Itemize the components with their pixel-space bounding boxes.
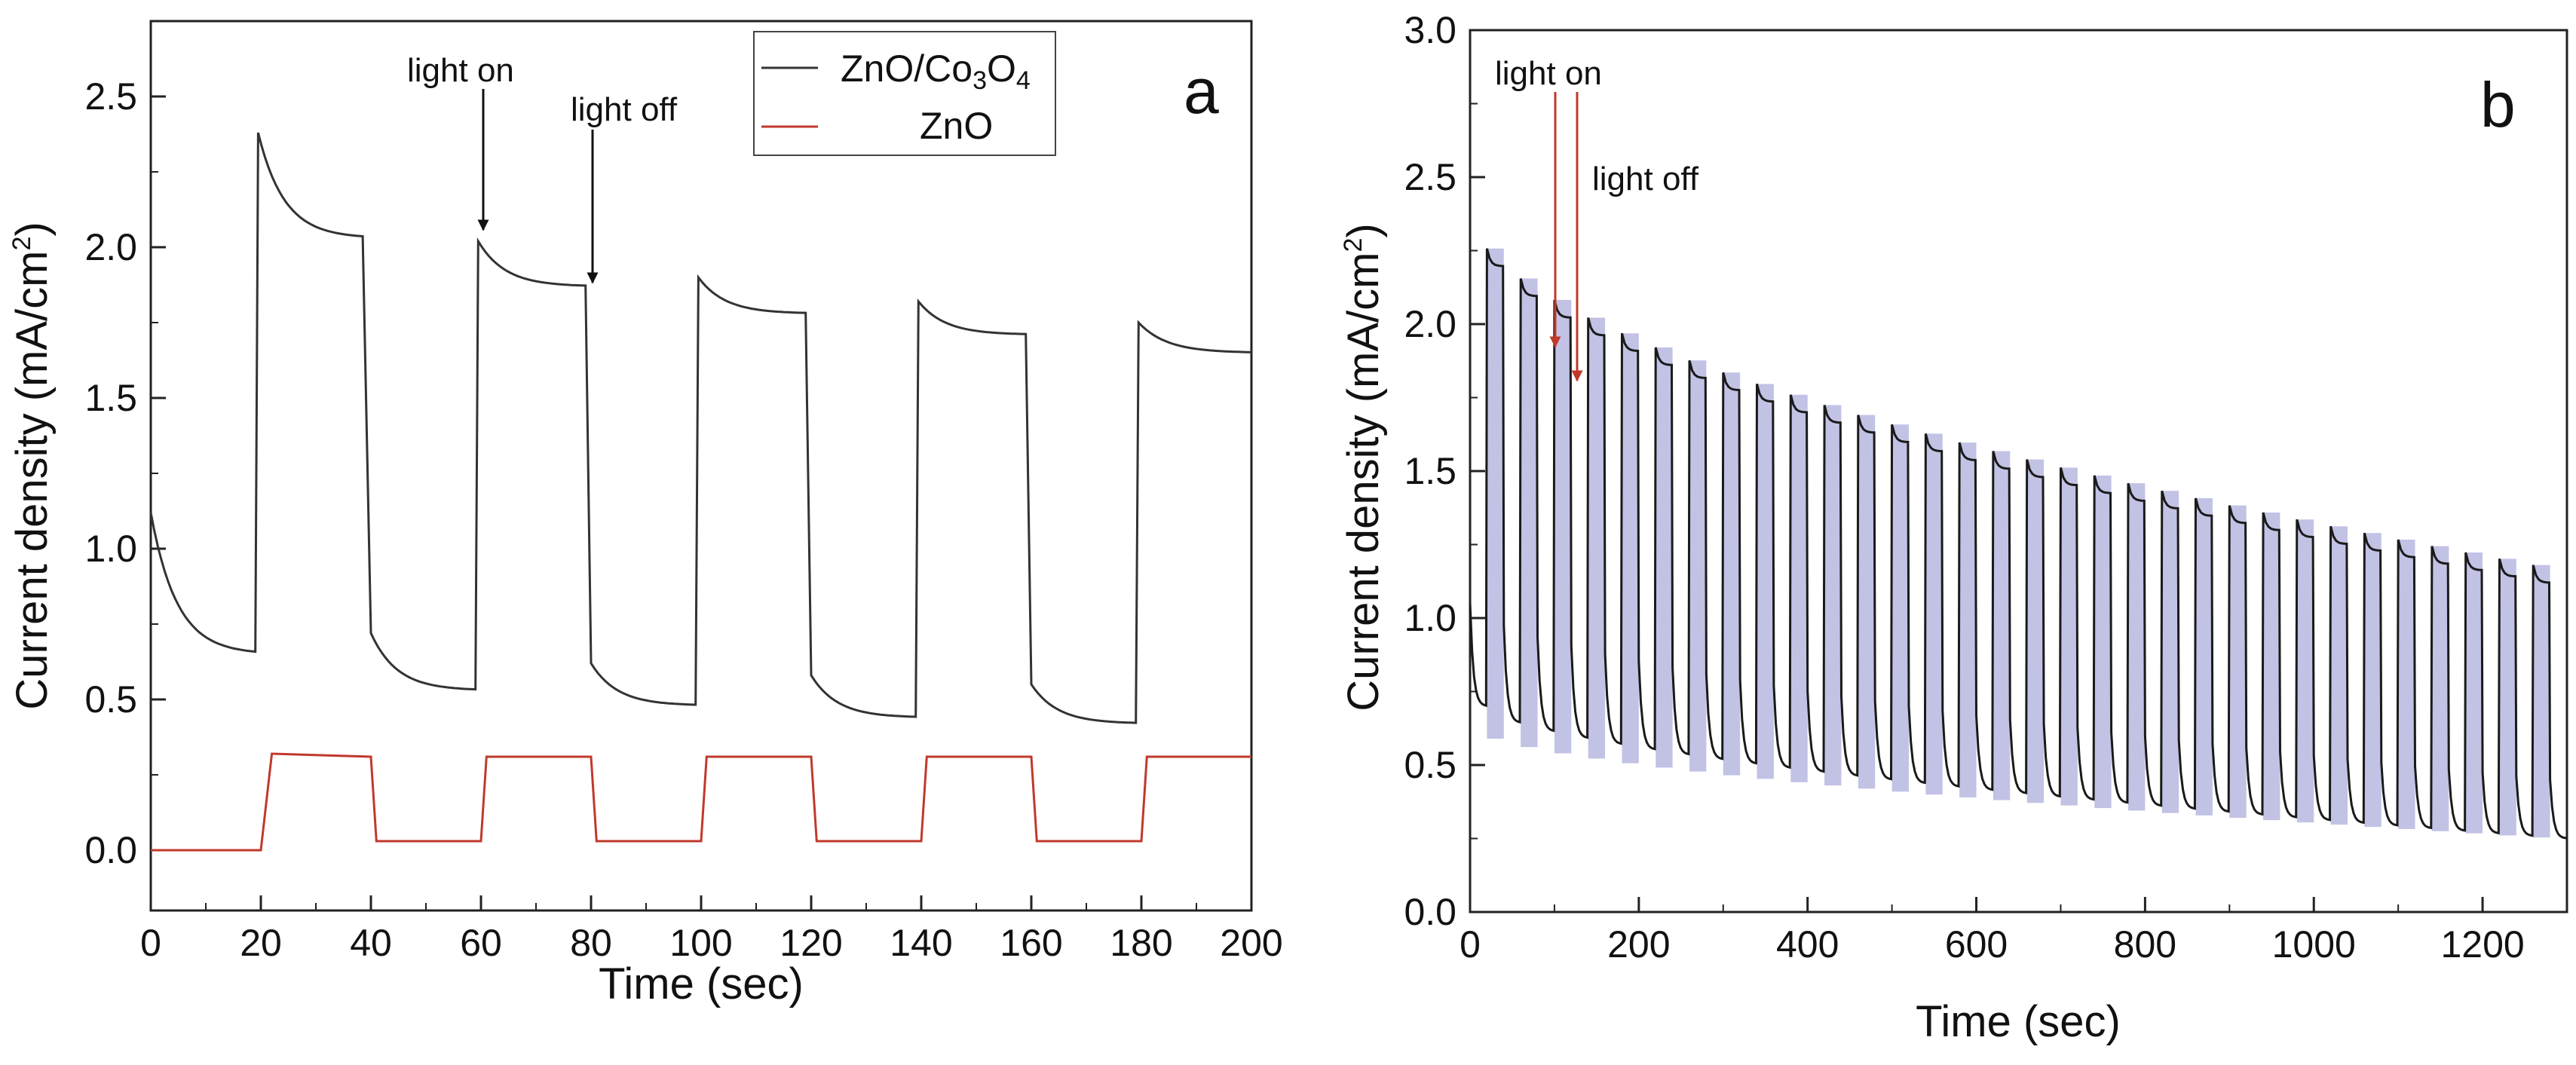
x-tick-label: 0 <box>1460 923 1481 966</box>
light-cycle-fill <box>1588 317 1606 759</box>
panel-a-letter: a <box>1184 56 1219 127</box>
light-cycle-fill <box>1757 384 1774 779</box>
light-cycle-fill <box>1554 299 1572 754</box>
y-tick-label: 2.5 <box>84 75 137 118</box>
panel-a: 0 20 40 60 80 100 120 140 160 180 200 0.0 0.5 1.0 1.5 2… <box>8 20 1283 1008</box>
x-tick-label: 60 <box>460 922 502 964</box>
panel-b: 0 200 400 600 800 1000 1200 0.0 0.5 1.0 1.5 2.0 2.5 3… <box>1339 9 2568 1046</box>
light-cycle-fill <box>1656 347 1673 768</box>
light-cycle-fill <box>1689 360 1707 772</box>
light-cycle-fill <box>2161 491 2179 813</box>
light-cycle-fill <box>2128 483 2146 811</box>
light-cycle-fill <box>2263 513 2280 821</box>
panel-b-ylabel: Current density (mA/cm2) <box>1339 223 1388 711</box>
x-tick-label: 1200 <box>2440 923 2524 966</box>
x-tick-label: 100 <box>669 922 732 964</box>
y-tick-label: 0.0 <box>1404 891 1456 933</box>
light-cycle-fill <box>1622 333 1639 764</box>
light-cycle-fill <box>1992 451 2011 800</box>
x-tick-label: 200 <box>1607 923 1670 966</box>
light-cycle-fill <box>1824 405 1842 786</box>
light-cycle-fill <box>1858 415 1876 789</box>
panel-a-ylabel: Current density (mA/cm2) <box>8 222 57 709</box>
light-cycle-fill <box>1891 424 1909 792</box>
light-cycle-fill <box>2296 519 2314 823</box>
light-cycle-fill <box>1521 278 1538 748</box>
x-tick-label: 180 <box>1110 922 1172 964</box>
x-tick-label: 400 <box>1776 923 1839 966</box>
x-tick-label: 40 <box>350 922 392 964</box>
legend-box <box>753 31 1056 156</box>
y-tick-label: 1.0 <box>1404 597 1456 639</box>
light-cycle-fill <box>2364 533 2381 828</box>
light-cycle-fill <box>1959 442 1977 797</box>
x-tick-label: 0 <box>140 922 161 964</box>
light-cycle-fill <box>2060 467 2078 806</box>
light-cycle-fill <box>1723 372 1741 776</box>
x-tick-label: 120 <box>780 922 842 964</box>
annotation-light-on-b: light on <box>1495 55 1602 92</box>
light-cycle-fill <box>2533 565 2550 838</box>
light-cycle-fill <box>2330 526 2348 825</box>
panel-a-frame <box>149 20 1253 912</box>
light-cycle-fill <box>2431 546 2449 831</box>
light-cycle-fill <box>2398 539 2415 829</box>
light-cycle-fill <box>1487 248 1504 739</box>
x-tick-label: 140 <box>890 922 952 964</box>
series-zno-co3o4-line <box>149 132 1252 724</box>
panel-b-plot-area <box>1469 248 2567 840</box>
y-tick-label: 2.5 <box>1404 156 1456 198</box>
panel-b-ticks: 0 200 400 600 800 1000 1200 0.0 0.5 1.0 1.5 2.0 2.5 3… <box>1404 9 2524 966</box>
panel-b-xlabel: Time (sec) <box>1916 997 2121 1046</box>
panel-a-ticks: 0 20 40 60 80 100 120 140 160 180 200 0.0 0.5 1.0 1.5 2… <box>84 75 1282 964</box>
y-tick-label: 0.5 <box>1404 744 1456 786</box>
x-tick-label: 800 <box>2114 923 2176 966</box>
x-tick-label: 600 <box>1945 923 2008 966</box>
light-cycle-fill <box>2094 475 2112 809</box>
light-cycle-fill <box>1925 433 1943 795</box>
light-cycle-fill <box>2465 552 2483 834</box>
y-tick-label: 0.5 <box>84 678 137 721</box>
legend-label-zno: ZnO <box>920 105 993 147</box>
y-tick-label: 1.0 <box>84 528 137 570</box>
light-cycle-fill <box>1790 394 1808 782</box>
panel-a-xlabel: Time (sec) <box>599 959 804 1008</box>
y-tick-label: 1.5 <box>84 377 137 419</box>
legend: ZnO/Co3O4 ZnO <box>753 31 1056 156</box>
x-tick-label: 80 <box>570 922 612 964</box>
series-zno-line <box>151 752 1251 852</box>
x-tick-label: 160 <box>1000 922 1062 964</box>
y-tick-label: 0.0 <box>84 829 137 871</box>
y-tick-label: 3.0 <box>1404 9 1456 51</box>
x-tick-label: 1000 <box>2272 923 2356 966</box>
annotation-light-off-b: light off <box>1592 161 1699 197</box>
annotation-light-off-a: light off <box>571 91 678 128</box>
y-tick-label: 2.0 <box>1404 303 1456 345</box>
legend-label-zno-co3o4: ZnO/Co3O4 <box>841 47 1031 95</box>
annotation-light-on-a: light on <box>407 52 514 89</box>
y-tick-label: 1.5 <box>1404 450 1456 492</box>
light-cycle-fill <box>2499 559 2516 836</box>
light-cycle-fill <box>2026 459 2045 803</box>
y-tick-label: 2.0 <box>84 226 137 268</box>
series-long-term-line <box>1469 248 2567 840</box>
panel-b-letter: b <box>2480 69 2516 140</box>
x-tick-label: 20 <box>240 922 282 964</box>
light-cycle-fill <box>2229 505 2247 819</box>
panel-a-plot-area <box>149 132 1252 852</box>
light-cycle-fill <box>2195 497 2213 816</box>
x-tick-label: 200 <box>1220 922 1282 964</box>
